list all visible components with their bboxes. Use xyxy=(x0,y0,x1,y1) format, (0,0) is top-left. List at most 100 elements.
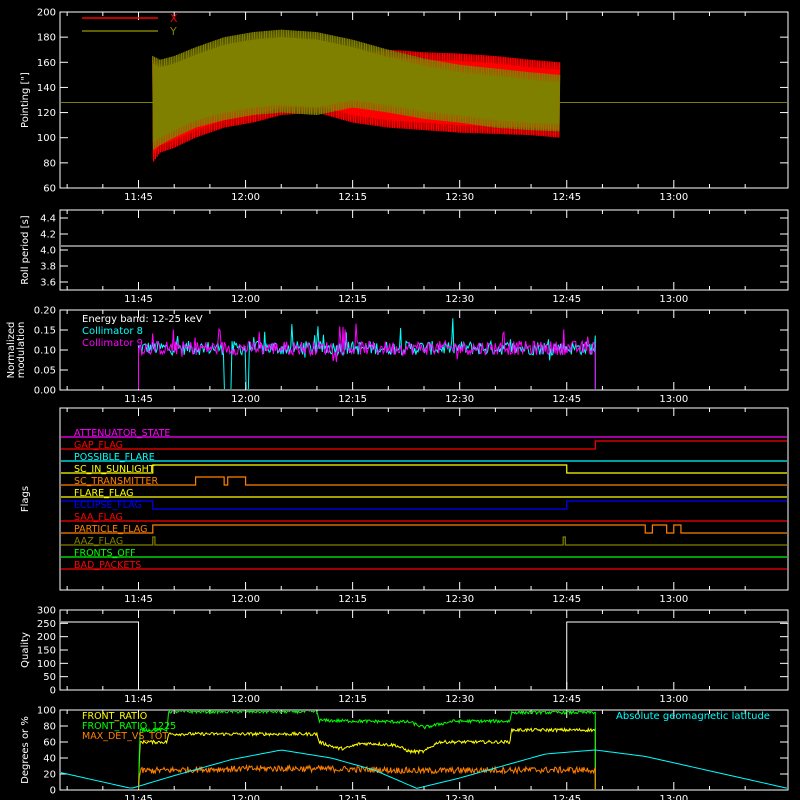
y-tick-label: 50 xyxy=(43,672,56,683)
flag-label-sc-in-sunlight: SC_IN_SUNLIGHT xyxy=(74,464,155,475)
legend-label-collimator-9: Collimator 9 xyxy=(82,338,143,349)
flag-label-flare-flag: FLARE_FLAG xyxy=(74,488,134,499)
flag-label-fronts-off: FRONTS_OFF xyxy=(74,548,136,559)
y-tick-label: 0.15 xyxy=(34,326,56,337)
x-tick-label: 12:45 xyxy=(552,594,581,605)
x-tick-label: 13:00 xyxy=(659,192,688,203)
flag-label-bad-packets: BAD_PACKETS xyxy=(74,560,141,571)
plot-area xyxy=(61,621,787,689)
panel-quality: 11:45 12:00 12:15 12:30 12:45 13:00 0 50 100 150 2… xyxy=(20,606,789,705)
x-tick-label: 11:45 xyxy=(124,192,153,203)
flag-trace-sc-transmitter xyxy=(61,476,787,486)
y-tick-label: 3.6 xyxy=(40,278,56,289)
x-tick-label: 12:15 xyxy=(338,594,367,605)
y-tick-label: 40 xyxy=(43,754,56,765)
y-tick-label: 160 xyxy=(37,58,56,69)
panel-flags: 11:45 12:00 12:15 12:30 12:45 13:00 Flags ATTEN… xyxy=(20,407,789,605)
y-tick-label: 100 xyxy=(37,133,56,144)
y-tick-label: 0.10 xyxy=(34,346,56,357)
collimator-9-line xyxy=(138,323,596,389)
x-tick-label: 12:30 xyxy=(445,694,474,705)
x-tick-label: 13:00 xyxy=(659,394,688,405)
x-tick-label: 12:00 xyxy=(231,192,260,203)
quality-line xyxy=(61,621,787,689)
y-tick-label: 200 xyxy=(37,632,56,643)
x-tick-label: 12:00 xyxy=(231,694,260,705)
y-tick-label: 0 xyxy=(50,786,56,797)
flag-label-particle-flag: PARTICLE_FLAG xyxy=(74,524,147,535)
x-tick-label: 12:00 xyxy=(231,394,260,405)
y-tick-label: 300 xyxy=(37,606,56,617)
x-tick-label: 12:15 xyxy=(338,294,367,305)
panel-ratios: 11:45 12:00 12:15 12:30 12:45 13:00 0 20 40 60 80 1… xyxy=(20,706,789,800)
y-tick-label: 0.20 xyxy=(34,306,56,317)
y-axis-label: Normalized xyxy=(6,322,17,379)
x-tick-label: 12:30 xyxy=(445,394,474,405)
plot-area xyxy=(61,29,787,162)
plot-area xyxy=(138,318,596,389)
plot-area xyxy=(61,436,787,570)
x-tick-label: 12:15 xyxy=(338,192,367,203)
legend-label-front-ratio: FRONT_RATIO xyxy=(82,711,147,722)
x-tick-label: 12:30 xyxy=(445,192,474,203)
series-front-ratio-1225-line xyxy=(138,711,596,789)
flag-label-sc-transmitter: SC_TRANSMITTER xyxy=(74,476,159,487)
y-axis-label: Degrees or % xyxy=(20,716,31,784)
series-y-band xyxy=(152,37,560,143)
flag-label-eclipse-flag: ECLIPSE_FLAG xyxy=(74,500,142,511)
y-tick-label: 4.0 xyxy=(40,246,56,257)
x-tick-label: 11:45 xyxy=(124,694,153,705)
flag-label-attenuator-state: ATTENUATOR_STATE xyxy=(74,428,170,439)
legend-label-x: X xyxy=(170,12,178,25)
x-tick-label: 12:30 xyxy=(445,594,474,605)
flag-trace-eclipse-flag xyxy=(61,500,787,510)
flag-label-saa-flag: SAA_FLAG xyxy=(74,512,123,523)
x-tick-label: 12:00 xyxy=(231,294,260,305)
y-axis-label: Pointing ["] xyxy=(20,72,31,128)
flag-trace-particle-flag xyxy=(61,524,787,534)
flag-trace-gap-flag xyxy=(61,440,787,450)
y-tick-label: 140 xyxy=(37,83,56,94)
x-tick-label: 13:00 xyxy=(659,294,688,305)
x-tick-label: 12:45 xyxy=(552,394,581,405)
y-tick-label: 100 xyxy=(37,659,56,670)
x-tick-label: 12:15 xyxy=(338,694,367,705)
y-tick-label: 4.2 xyxy=(40,230,56,241)
y-axis-label: Roll period [s] xyxy=(20,215,31,284)
y-tick-label: 3.8 xyxy=(40,262,56,273)
x-tick-label: 12:45 xyxy=(552,192,581,203)
flag-label-possible-flare: POSSIBLE_FLARE xyxy=(74,452,155,463)
y-tick-label: 250 xyxy=(37,619,56,630)
series-y-line xyxy=(152,29,561,150)
y-tick-label: 20 xyxy=(43,770,56,781)
y-tick-label: 0.05 xyxy=(34,366,56,377)
y-tick-label: 80 xyxy=(43,158,56,169)
y-tick-label: 4.4 xyxy=(40,214,56,225)
x-tick-label: 12:30 xyxy=(445,794,474,800)
y-tick-label: 80 xyxy=(43,722,56,733)
panel-pointing: 11:45 12:00 12:15 12:30 12:45 13:00 60 80 100 120… xyxy=(20,8,789,203)
flag-label-aaz-flag: AAZ_FLAG xyxy=(74,536,123,547)
legend-label-geomagnetic-latitude: Absolute geomagnetic latitude xyxy=(616,711,770,722)
legend-label-max-det-vs-tot: MAX_DET_VS_TOT xyxy=(82,731,168,742)
y-tick-label: 100 xyxy=(37,706,56,717)
series-max-det-vs-tot-line xyxy=(138,763,596,789)
plot-area xyxy=(61,711,787,789)
y-tick-label: 60 xyxy=(43,738,56,749)
flag-label-gap-flag: GAP_FLAG xyxy=(74,440,123,451)
series-front-ratio-line xyxy=(138,727,596,789)
x-tick-label: 12:15 xyxy=(338,794,367,800)
y-tick-label: 200 xyxy=(37,8,56,19)
energy-band-annotation: Energy band: 12-25 keV xyxy=(82,314,203,325)
x-tick-label: 12:30 xyxy=(445,294,474,305)
y-tick-label: 0.00 xyxy=(34,386,56,397)
y-axis-label: Quality xyxy=(20,632,31,668)
x-tick-label: 13:00 xyxy=(659,594,688,605)
series-absolute-geomagnetic-latitude-line xyxy=(61,749,787,789)
x-tick-label: 11:45 xyxy=(124,594,153,605)
x-tick-label: 11:45 xyxy=(124,394,153,405)
flag-trace-aaz-flag xyxy=(61,536,787,546)
y-tick-label: 60 xyxy=(43,184,56,195)
x-tick-label: 13:00 xyxy=(659,694,688,705)
